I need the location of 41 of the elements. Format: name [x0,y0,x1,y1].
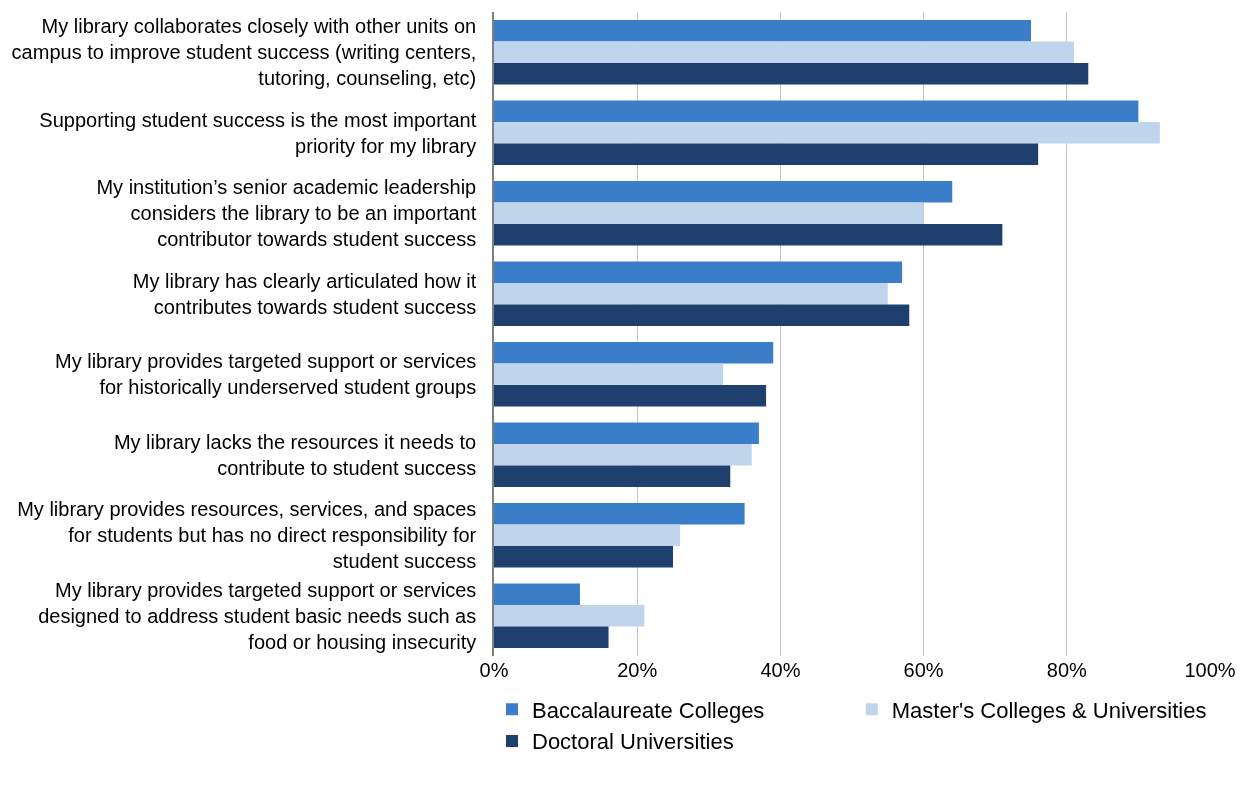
bar [494,62,1089,85]
bar [494,223,1003,246]
bar [494,143,1039,165]
bar [494,524,681,546]
bar [494,122,1160,144]
bar [494,583,580,606]
bar [494,41,1074,63]
bar [494,626,609,648]
x-tick-label: 20% [617,659,658,681]
bar [494,100,1139,123]
bar [494,283,888,305]
bar [494,202,924,224]
y-tick-label: My library collaborates closely with other units on campus to improve student success (writing centers, tutoring, counseling, etc) [11,15,477,90]
bar [494,503,745,525]
bar [494,465,731,487]
y-tick-label: My library lacks the resources it needs to contribute to student success [113,430,477,479]
y-tick-label: My library has clearly articulated how it contributes towards student success [132,269,477,318]
bar [494,20,1031,42]
legend-label: Doctoral Universities [532,729,734,755]
bar [494,181,953,203]
y-tick-label: My library provides targeted support or services designed to address student basic needs such as food or housing insecurity [38,578,477,653]
legend-label: Master's Colleges & Universities [891,697,1207,723]
y-tick-label: My institution’s senior academic leadership considers the library to be an important contributor towards student success [96,176,477,251]
x-tick-label: 40% [760,659,801,681]
bar [494,605,645,627]
bar [494,342,774,364]
bar [494,363,724,385]
bar [494,545,673,568]
bar [494,422,759,445]
x-tick-label: 100% [1184,659,1236,681]
y-tick-label: My library provides targeted support or services for historically underserved student groups [54,350,477,399]
y-tick-label: My library provides resources, services, and spaces for students but has no direct responsibility for student success [17,498,477,573]
bar [494,384,767,407]
bar [494,304,910,326]
y-tick-label: Supporting student success is the most important priority for my library [39,108,477,157]
bar [494,444,752,466]
legend-label: Baccalaureate Colleges [532,697,765,723]
x-tick-label: 60% [903,659,944,681]
x-tick-label: 0% [479,659,509,681]
x-tick-label: 80% [1046,659,1088,681]
bar [494,261,903,284]
